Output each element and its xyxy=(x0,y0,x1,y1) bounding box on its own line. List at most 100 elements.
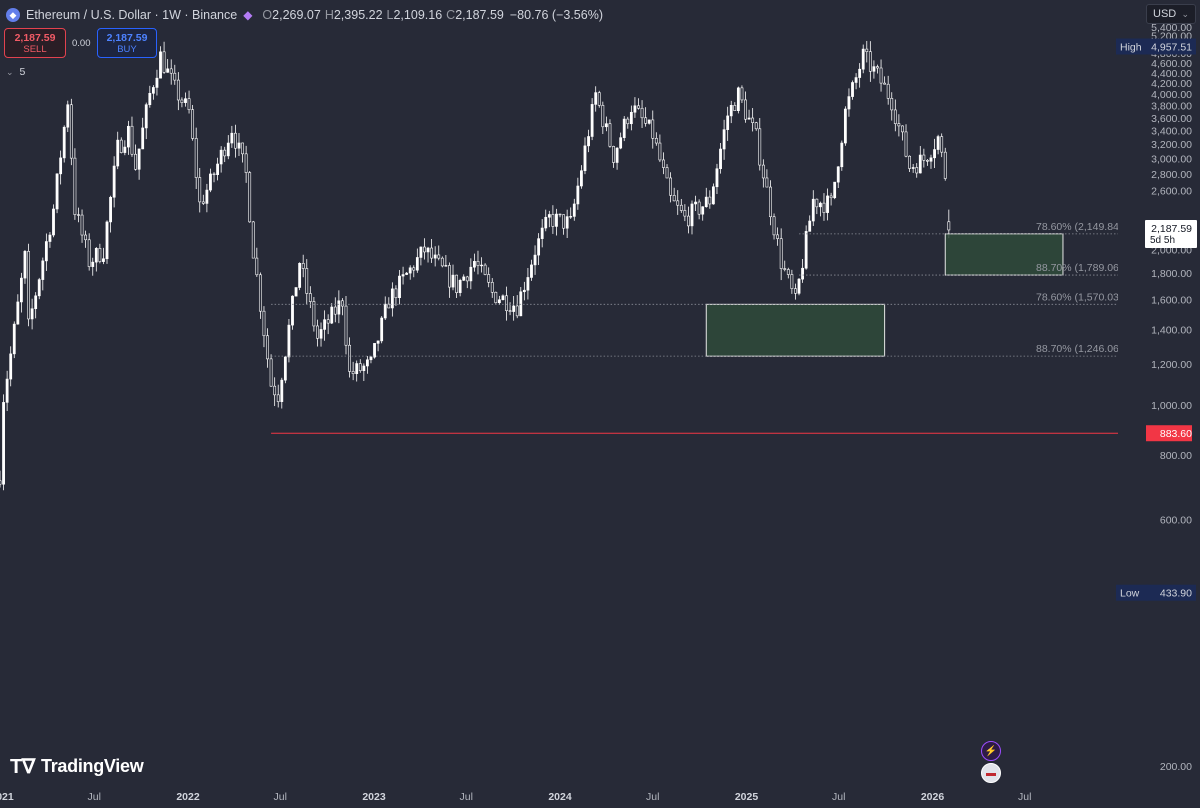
candle xyxy=(176,72,180,111)
candle-body xyxy=(316,325,319,339)
candle-body xyxy=(544,216,548,229)
candle-body xyxy=(822,202,826,213)
candle xyxy=(344,296,348,355)
candle xyxy=(451,264,455,291)
candle-body xyxy=(540,227,544,239)
candle xyxy=(287,318,291,363)
price-axis[interactable]: 200.00 600.00 800.00 1,000.00 1,200.00 1,400.… xyxy=(1116,0,1200,808)
candle-body xyxy=(440,257,444,267)
candle xyxy=(708,190,712,209)
candle-body xyxy=(80,214,84,236)
candle xyxy=(209,168,212,193)
candle-body xyxy=(722,129,726,150)
candle xyxy=(918,146,922,174)
candle xyxy=(194,127,198,189)
candle xyxy=(597,90,601,108)
candle xyxy=(936,134,940,155)
candle xyxy=(533,245,537,275)
candle xyxy=(797,277,801,296)
low-tag xyxy=(1116,584,1148,601)
candle-body xyxy=(276,394,280,402)
candle-body xyxy=(622,118,626,138)
candle xyxy=(662,152,665,175)
candle xyxy=(926,158,929,166)
candle-body xyxy=(19,277,23,303)
time-tick-label: Jul xyxy=(646,791,659,803)
candle-body xyxy=(776,234,780,239)
candle xyxy=(84,230,88,248)
candle xyxy=(590,98,594,141)
buy-button[interactable]: 2,187.59 BUY xyxy=(97,28,157,58)
symbol-header[interactable]: ◆ Ethereum / U.S. Dollar · 1W · Binance … xyxy=(6,6,603,24)
last-price-value: 2,187.59 xyxy=(1151,223,1192,235)
time-tick-label: Jul xyxy=(1018,791,1031,803)
candle-body xyxy=(601,105,605,128)
time-axis[interactable]: 2021 Jul 2022 Jul 2023 Jul 2024 Jul 2025 Jul 2026 J… xyxy=(0,791,1031,803)
sell-button[interactable]: 2,187.59 SELL xyxy=(4,28,66,58)
candle-body xyxy=(301,263,305,269)
candle xyxy=(801,259,804,283)
candle-body xyxy=(337,300,341,315)
candle-body xyxy=(294,287,298,297)
candle xyxy=(401,266,405,285)
candle-body xyxy=(719,148,722,170)
candle xyxy=(198,167,202,213)
high-tag-label: High xyxy=(1120,42,1142,54)
price-tick-label: 200.00 xyxy=(1160,761,1192,773)
candle xyxy=(893,99,897,132)
candle-body xyxy=(580,170,583,187)
candle xyxy=(765,169,769,188)
replay-icon[interactable]: ◆ xyxy=(243,8,253,22)
high-badge-value: 4,957.51 xyxy=(1151,42,1192,54)
time-tick-label: 2021 xyxy=(0,791,14,803)
currency-label: USD xyxy=(1153,8,1177,20)
candle-body xyxy=(879,67,883,84)
candle-body xyxy=(654,138,658,144)
candle-body xyxy=(819,202,822,208)
candle xyxy=(783,260,787,272)
candle xyxy=(119,137,123,154)
candle xyxy=(865,40,869,63)
candle-body xyxy=(387,303,391,309)
candle xyxy=(216,157,219,181)
tradingview-logo[interactable]: T∇ TradingView xyxy=(10,754,144,779)
indicators-toggle[interactable]: ⌄ 5 xyxy=(6,66,25,78)
currency-select[interactable]: USD ⌄ xyxy=(1146,4,1196,24)
candle-body xyxy=(30,308,34,320)
candle xyxy=(312,297,316,332)
candle xyxy=(316,319,319,347)
candle xyxy=(619,132,623,150)
candle xyxy=(458,278,462,297)
candle-body xyxy=(358,363,362,372)
candle xyxy=(337,290,341,324)
candle xyxy=(808,215,812,232)
candle-body xyxy=(159,51,162,79)
candle-body xyxy=(408,267,412,274)
candle xyxy=(786,267,790,279)
candle xyxy=(469,258,473,290)
candle-body xyxy=(319,329,323,339)
symbol-title[interactable]: Ethereum / U.S. Dollar · 1W · Binance xyxy=(26,8,238,22)
chevron-down-icon[interactable]: ⌄ xyxy=(6,66,14,77)
candle-body xyxy=(893,109,897,124)
candle xyxy=(280,377,284,409)
candle-body xyxy=(926,159,929,162)
candle xyxy=(294,287,298,297)
candle xyxy=(426,246,430,263)
crypto-event-icon[interactable]: ⚡ xyxy=(981,741,1001,761)
candle-body xyxy=(765,177,769,188)
candle-body xyxy=(633,105,637,113)
candle-body xyxy=(0,480,2,485)
price-tick-label: 4,000.00 xyxy=(1151,89,1192,101)
candle xyxy=(851,80,854,100)
candle xyxy=(904,124,908,158)
us-economic-event-icon[interactable]: ▬ xyxy=(981,763,1001,783)
candle-body xyxy=(826,195,829,213)
candle-body xyxy=(483,264,487,275)
candle xyxy=(351,361,355,381)
candle xyxy=(647,119,651,125)
candle-body xyxy=(555,213,558,227)
candle xyxy=(622,116,626,142)
candle-body xyxy=(330,306,334,324)
